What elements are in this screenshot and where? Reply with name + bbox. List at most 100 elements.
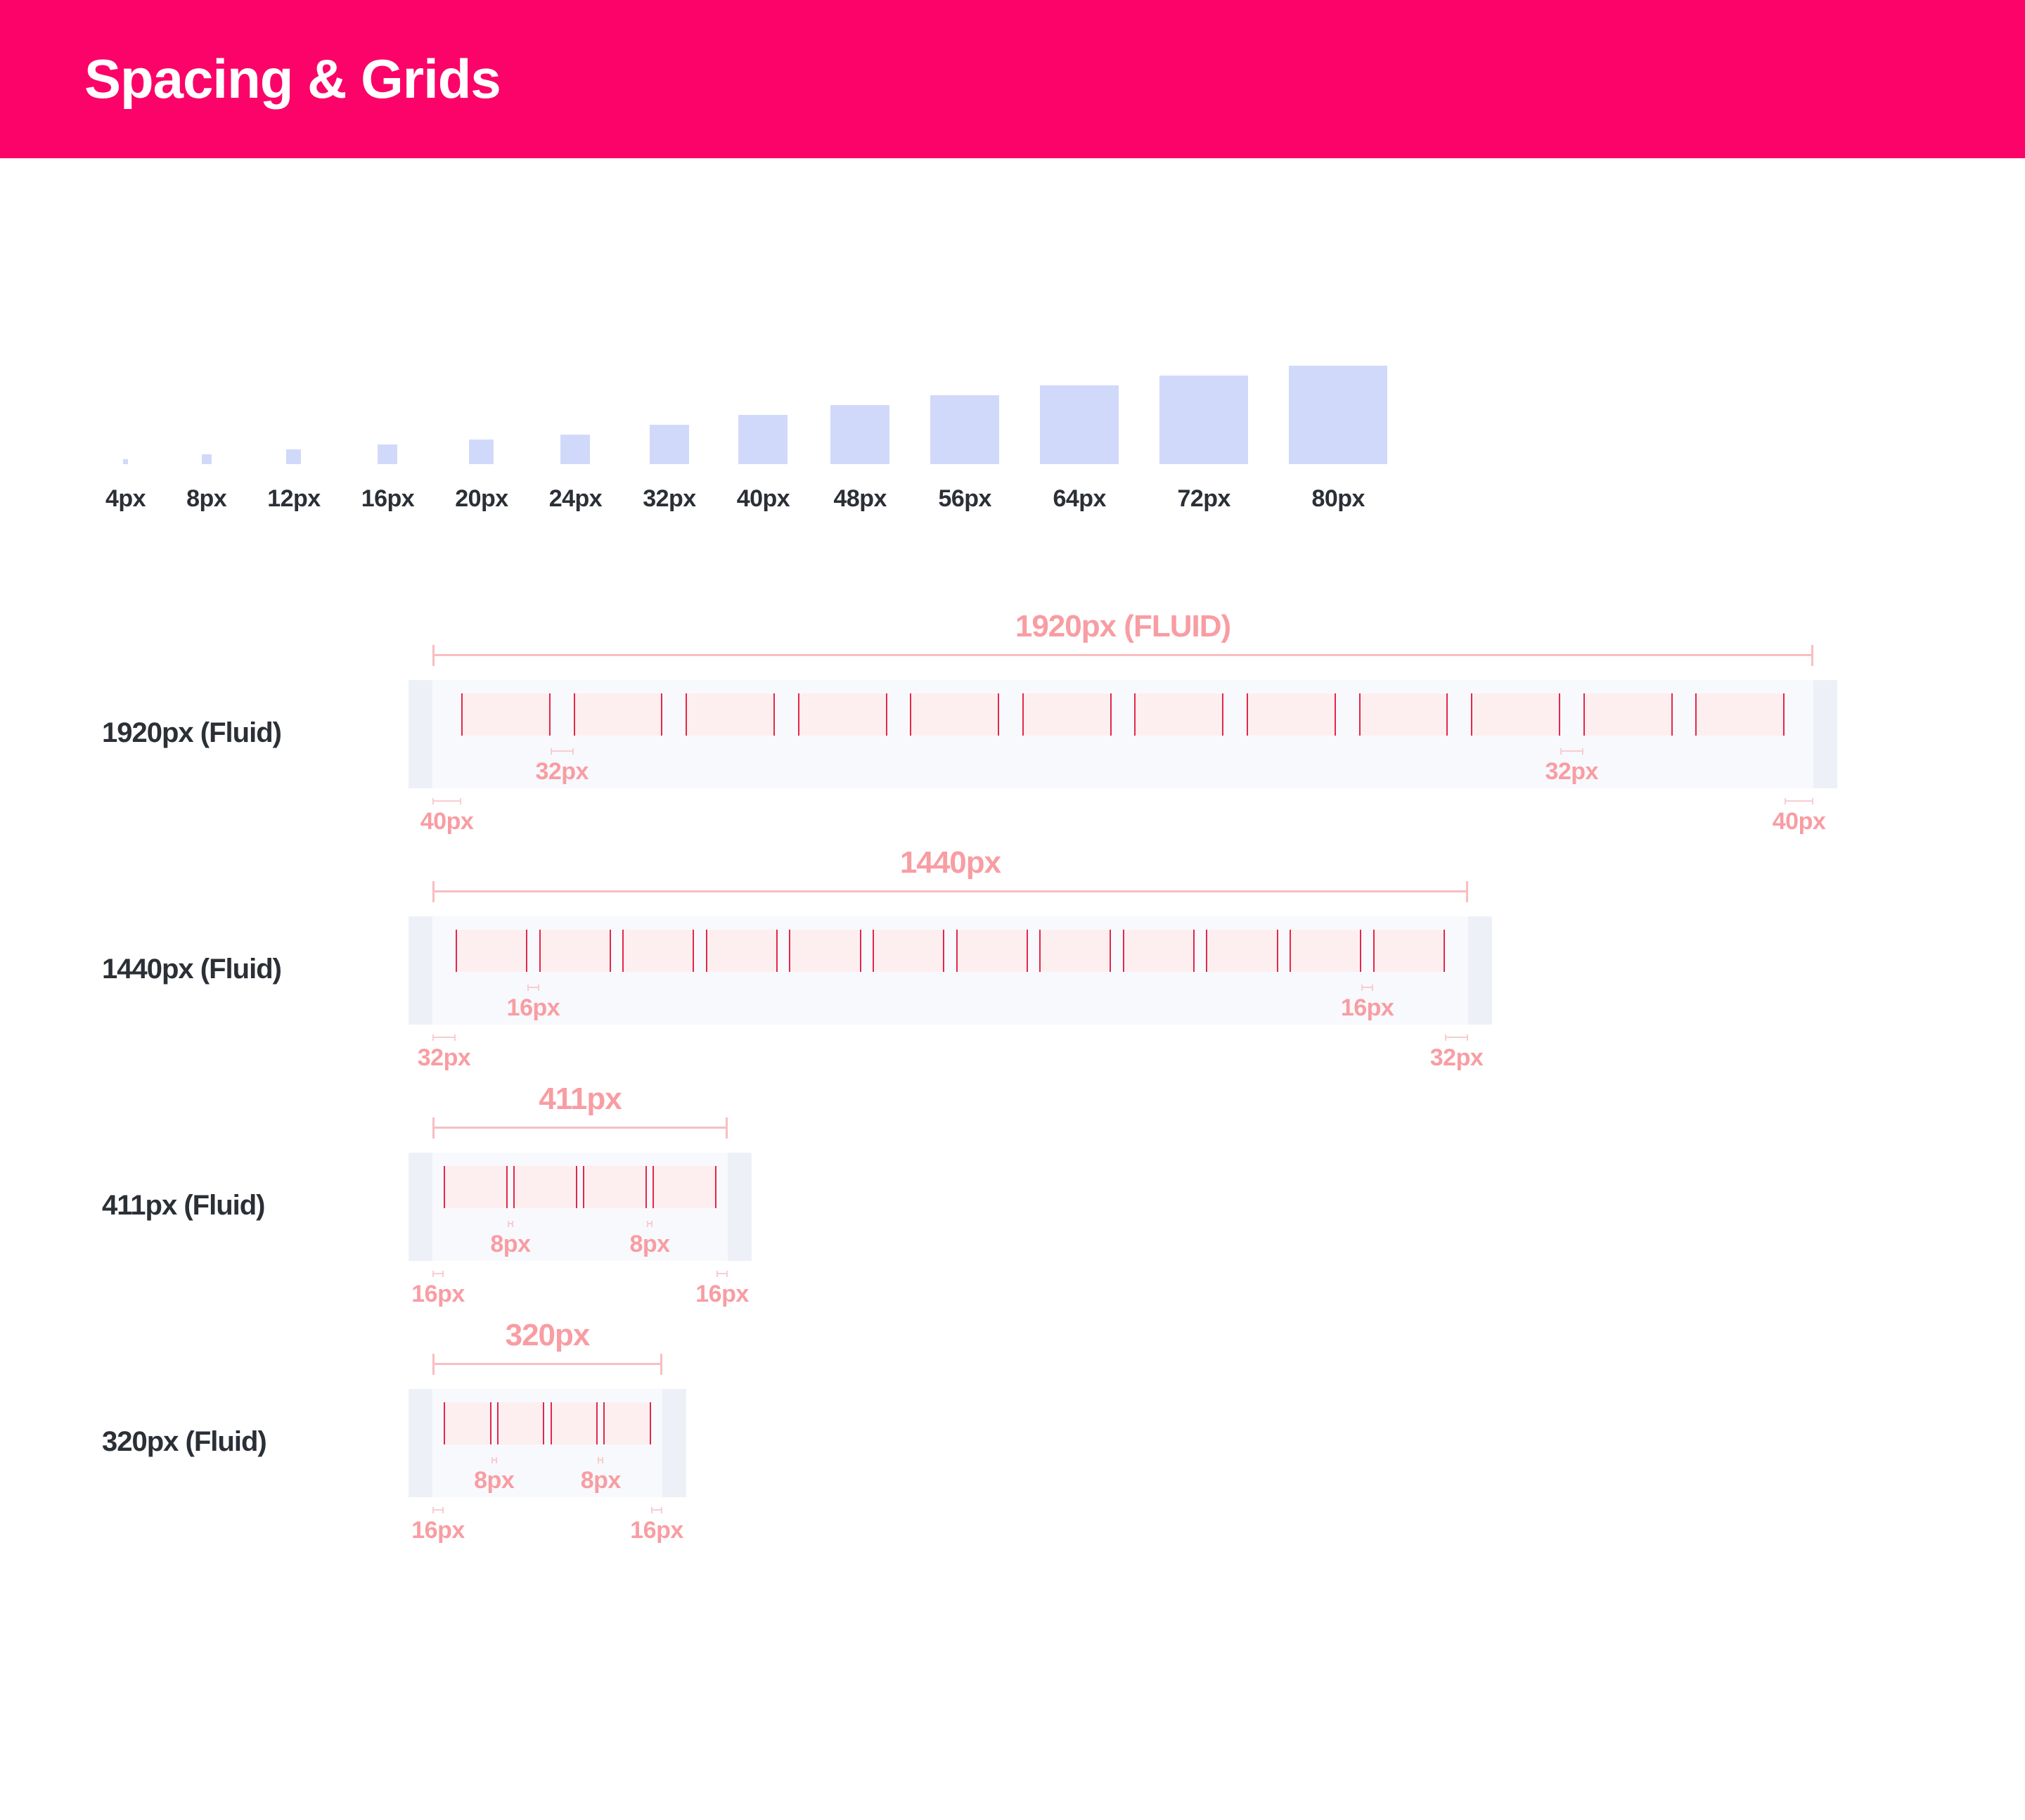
grid-column [461,693,551,736]
margin-marker-label: 40px [420,808,474,835]
spacing-square [1159,376,1249,464]
spacing-square [286,449,302,464]
gutter-marker-label: 8px [580,1467,622,1494]
grid-region: 32px 32px [432,680,1813,788]
spacing-size-label: 40px [736,485,790,512]
offscreen-strip-right [1468,916,1492,1025]
spacing-scale-item: 40px [737,415,790,513]
spacing-size-label: 4px [105,485,146,512]
grid-columns [444,1166,716,1208]
grid-columns [456,930,1445,972]
offscreen-strip-right [728,1153,752,1261]
margin-marker-label: 16px [411,1281,465,1307]
grid-column [910,693,1000,736]
viewport-panel: 16px 16px [409,916,1492,1025]
spacing-size-label: 80px [1311,485,1365,512]
margin-marker-bracket [651,1507,662,1513]
grid-column [789,930,861,972]
spacing-square [378,444,398,464]
spacing-scale-item: 12px [267,449,321,513]
spacing-scale: 4px 8px 12px 16px 20px 24px 32px 40px 48px 56px 64… [105,366,2025,513]
gutter-marker-label: 32px [1545,758,1598,785]
spacing-size-label: 72px [1177,485,1230,512]
spacing-size-label: 32px [643,485,696,512]
margin-marker-bracket [432,1271,444,1277]
grid-column [539,930,611,972]
gutter-marker-label: 8px [474,1467,515,1494]
grid-region: 8px 8px [432,1153,728,1261]
breakpoint-row-label: 1920px (Fluid) [102,717,282,748]
gutter-marker-label: 16px [506,994,560,1021]
viewport-panel: 8px 8px [409,1153,752,1261]
grid-column [797,693,887,736]
spacing-scale-item: 80px [1289,366,1388,513]
grid-columns [444,1402,651,1444]
grid-column [496,1402,545,1444]
spacing-size-label: 20px [455,485,508,512]
gutter-marker-bracket [646,1221,653,1227]
dimension-label: 411px [539,1082,622,1116]
spacing-square [649,425,689,464]
grid-column [1122,930,1195,972]
margin-marker-bracket [432,798,461,805]
offscreen-strip-right [662,1389,686,1497]
spacing-square [560,435,591,464]
grid-column [603,1402,651,1444]
gutter-marker-label: 8px [629,1231,671,1257]
viewport-panel: 32px 32px [409,680,1837,788]
grid-column [705,930,778,972]
spacing-scale-item: 72px [1159,376,1249,513]
offscreen-strip-left [409,1153,432,1261]
grid-column [1290,930,1362,972]
margin-marker-label: 32px [417,1044,471,1071]
grid-column [1022,693,1112,736]
spacing-scale-item: 24px [549,435,603,513]
grid-column [622,930,695,972]
gutter-marker-bracket [1361,985,1373,991]
margin-marker-bracket [1445,1034,1468,1041]
breakpoint-row: 320px (Fluid) 320px 8px 8px 16px 16px [102,1320,686,1544]
dimension-label: 1440px [899,845,1001,880]
margin-marker-label: 16px [411,1517,465,1544]
spacing-size-label: 56px [938,485,991,512]
spacing-square [123,459,129,464]
grid-columns [461,693,1785,736]
grid-region: 8px 8px [432,1389,662,1497]
spacing-square [830,405,890,464]
margin-marker-bracket [1785,798,1813,805]
grid-column [583,1166,647,1208]
breakpoint-row-label: 411px (Fluid) [102,1190,266,1221]
grid-column [456,930,528,972]
margin-marker-label: 16px [630,1517,683,1544]
spacing-scale-item: 64px [1040,385,1119,513]
spacing-square [1040,385,1119,464]
grid-column [1039,930,1112,972]
spacing-size-label: 16px [361,485,415,512]
gutter-marker-label: 32px [535,758,589,785]
spacing-size-label: 24px [548,485,603,512]
margin-marker-bracket [432,1034,456,1041]
grid-column [1358,693,1448,736]
offscreen-strip-left [409,916,432,1025]
spacing-size-label: 48px [833,485,887,512]
grid-column [1246,693,1336,736]
breakpoint-row-label: 1440px (Fluid) [102,954,282,985]
grid-column [550,1402,598,1444]
offscreen-strip-right [1813,680,1837,788]
gutter-marker-bracket [1560,748,1583,755]
gutter-marker-bracket [491,1457,497,1463]
offscreen-strip-left [409,1389,432,1497]
grid-diagrams: 1920px (Fluid) 1920px (FLUID) 32px 32px 40px… [0,611,2025,1544]
spacing-scale-item: 20px [455,440,508,513]
spacing-size-label: 8px [186,485,227,512]
spacing-scale-item: 48px [830,405,890,513]
grid-region: 16px 16px [432,916,1468,1025]
gutter-marker-bracket [550,748,574,755]
gutter-marker-label: 16px [1340,994,1394,1021]
spacing-square [930,395,1000,464]
grid-column [1695,693,1785,736]
grid-column [686,693,775,736]
margin-marker-bracket [716,1271,728,1277]
page-header: Spacing & Grids [0,0,2025,158]
breakpoint-row: 411px (Fluid) 411px 8px 8px 16px 16px [102,1082,752,1307]
